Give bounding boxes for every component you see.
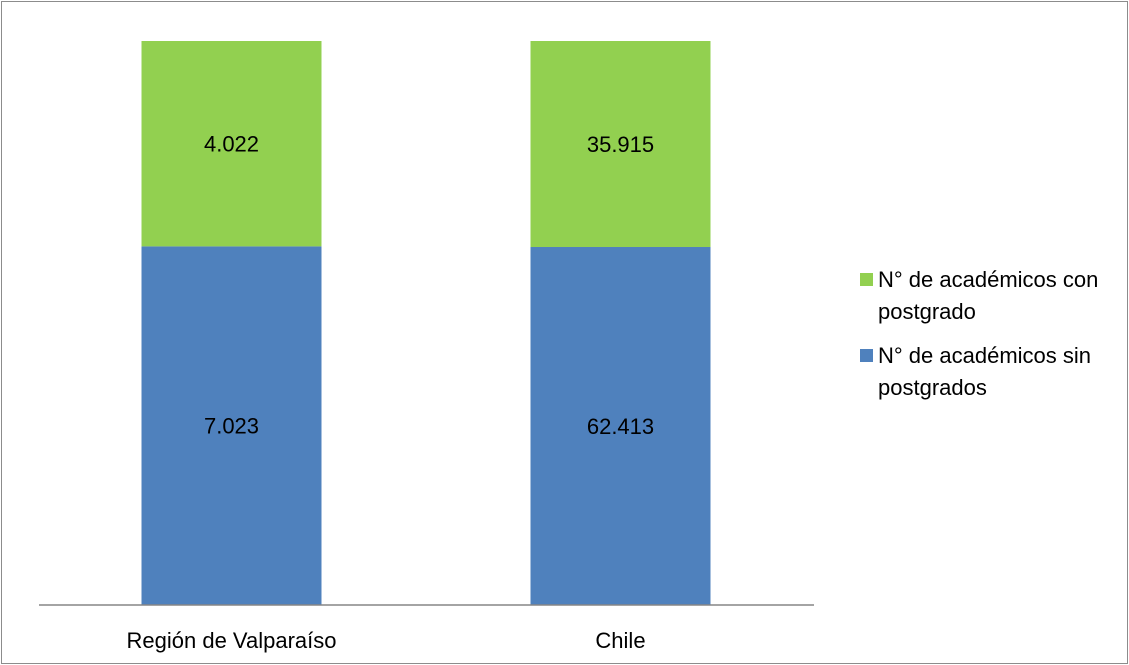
- data-label-sin-postgrado-chile: 62.413: [587, 414, 654, 439]
- data-label-con-postgrado-valparaiso: 4.022: [204, 132, 259, 157]
- labels-layer: 7.023 4.022 Región de Valparaíso 62.413 35.9…: [127, 132, 655, 653]
- legend-label-sin-postgrado-line-1: N° de académicos sin: [878, 343, 1091, 368]
- bar-con-postgrado-valparaiso: [141, 41, 322, 247]
- data-label-sin-postgrado-valparaiso: 7.023: [204, 414, 259, 439]
- bar-sin-postgrado-valparaiso: [141, 246, 322, 605]
- category-label-valparaiso: Región de Valparaíso: [127, 628, 337, 653]
- bar-sin-postgrado-chile: [530, 247, 711, 605]
- legend-item-sin-postgrado: N° de académicos sin postgrados: [860, 343, 1091, 400]
- legend-label-con-postgrado-line-1: N° de académicos con: [878, 267, 1098, 292]
- bars-layer: [141, 41, 711, 605]
- bar-con-postgrado-chile: [530, 41, 711, 248]
- legend-item-con-postgrado: N° de académicos con postgrado: [860, 267, 1098, 324]
- legend-swatch-con-postgrado: [860, 273, 873, 286]
- legend-label-sin-postgrado-line-2: postgrados: [878, 375, 987, 400]
- data-label-con-postgrado-chile: 35.915: [587, 132, 654, 157]
- category-label-chile: Chile: [595, 628, 645, 653]
- legend-label-con-postgrado-line-2: postgrado: [878, 299, 976, 324]
- legend-swatch-sin-postgrado: [860, 349, 873, 362]
